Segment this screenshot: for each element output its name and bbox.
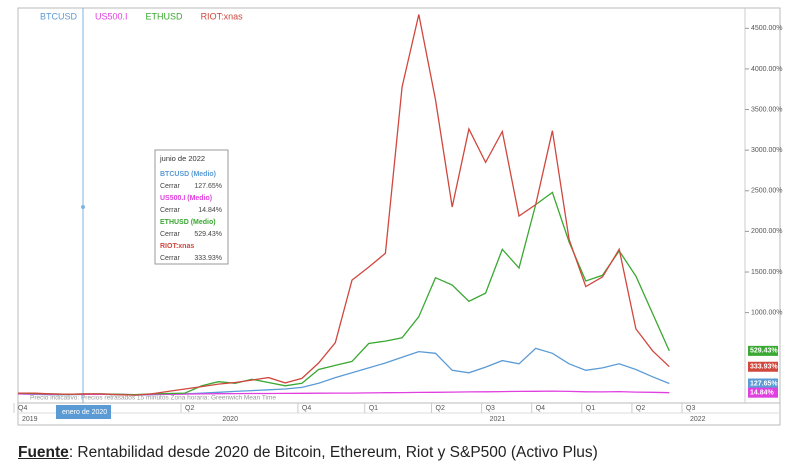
tooltip-series: US500.I (Medio) (160, 195, 212, 202)
x-tick-label: Q3 (486, 405, 495, 412)
tooltip-series: BTCUSD (Medio) (160, 171, 216, 178)
tooltip-field: Cerrar (160, 183, 181, 190)
tooltip-field: Cerrar (160, 255, 181, 262)
end-tag (748, 387, 778, 398)
tooltip-value: 333.93% (194, 255, 222, 262)
x-year-label: 2019 (22, 416, 38, 423)
y-tick-label: 1500.00% (751, 269, 783, 276)
legend-entry: ETHUSD (146, 11, 184, 21)
x-tick-label: Q4 (302, 405, 311, 412)
tooltip-box (154, 149, 229, 265)
end-tag (748, 361, 778, 372)
legend-entry: RIOT:xnas (201, 11, 244, 21)
y-tick-label: 4500.00% (751, 25, 783, 32)
tooltip-value: 127.65% (194, 183, 222, 190)
tooltip-series: ETHUSD (Medio) (160, 219, 216, 226)
x-tick-label: Q2 (436, 405, 445, 412)
x-tick-label: Q4 (536, 405, 545, 412)
x-year-label: 2022 (690, 416, 706, 423)
x-year-label: 2020 (222, 416, 238, 423)
x-tick-label: Q1 (369, 405, 378, 412)
end-tag-label: 333.93% (750, 364, 778, 371)
chart: 1000.00% 1500.00% 2000.00% 2500.00% 3000.00%… (13, 7, 783, 426)
end-tag (748, 378, 778, 389)
x-tick-label: Q2 (636, 405, 645, 412)
y-tick-label: 1000.00% (751, 309, 783, 316)
tooltip-value: 14.84% (198, 207, 222, 214)
y-tick-label: 2500.00% (751, 188, 783, 195)
x-tick-label: Q4 (18, 405, 27, 412)
end-tag-label: 14.84% (750, 390, 775, 397)
x-tick-label: Q3 (686, 405, 695, 412)
x-year-label: 2021 (490, 416, 506, 423)
chart-frame (17, 7, 781, 426)
end-tag (748, 345, 778, 356)
cursor-dot (81, 205, 85, 209)
tooltip-field: Cerrar (160, 231, 181, 238)
y-tick-label: 4000.00% (751, 66, 783, 73)
tooltip-value: 529.43% (194, 231, 222, 238)
y-tick-label: 3500.00% (751, 106, 783, 113)
x-tick-label: Q1 (586, 405, 595, 412)
legend-entry: BTCUSD (40, 11, 78, 21)
caption-text: : Rentabilidad desde 2020 de Bitcoin, Et… (68, 444, 598, 461)
cursor-label: enero de 2020 (62, 409, 107, 416)
tooltip-title: junio de 2022 (159, 154, 205, 163)
x-tick-label: Q2 (185, 405, 194, 412)
caption: Fuente: Rentabilidad desde 2020 de Bitco… (18, 444, 598, 462)
legend-entry: US500.I (95, 11, 128, 21)
end-tag-label: 127.65% (750, 380, 778, 387)
footnote: Precio indicativo: Precios retrasados 15… (30, 395, 276, 402)
tooltip-field: Cerrar (160, 207, 181, 214)
y-tick-label: 2000.00% (751, 228, 783, 235)
end-tag-label: 529.43% (750, 348, 778, 355)
series-line (17, 14, 670, 396)
y-tick-label: 3000.00% (751, 147, 783, 154)
tooltip-series: RIOT:xnas (160, 243, 194, 250)
caption-lead: Fuente (18, 444, 69, 461)
cursor-label-box (56, 405, 111, 419)
